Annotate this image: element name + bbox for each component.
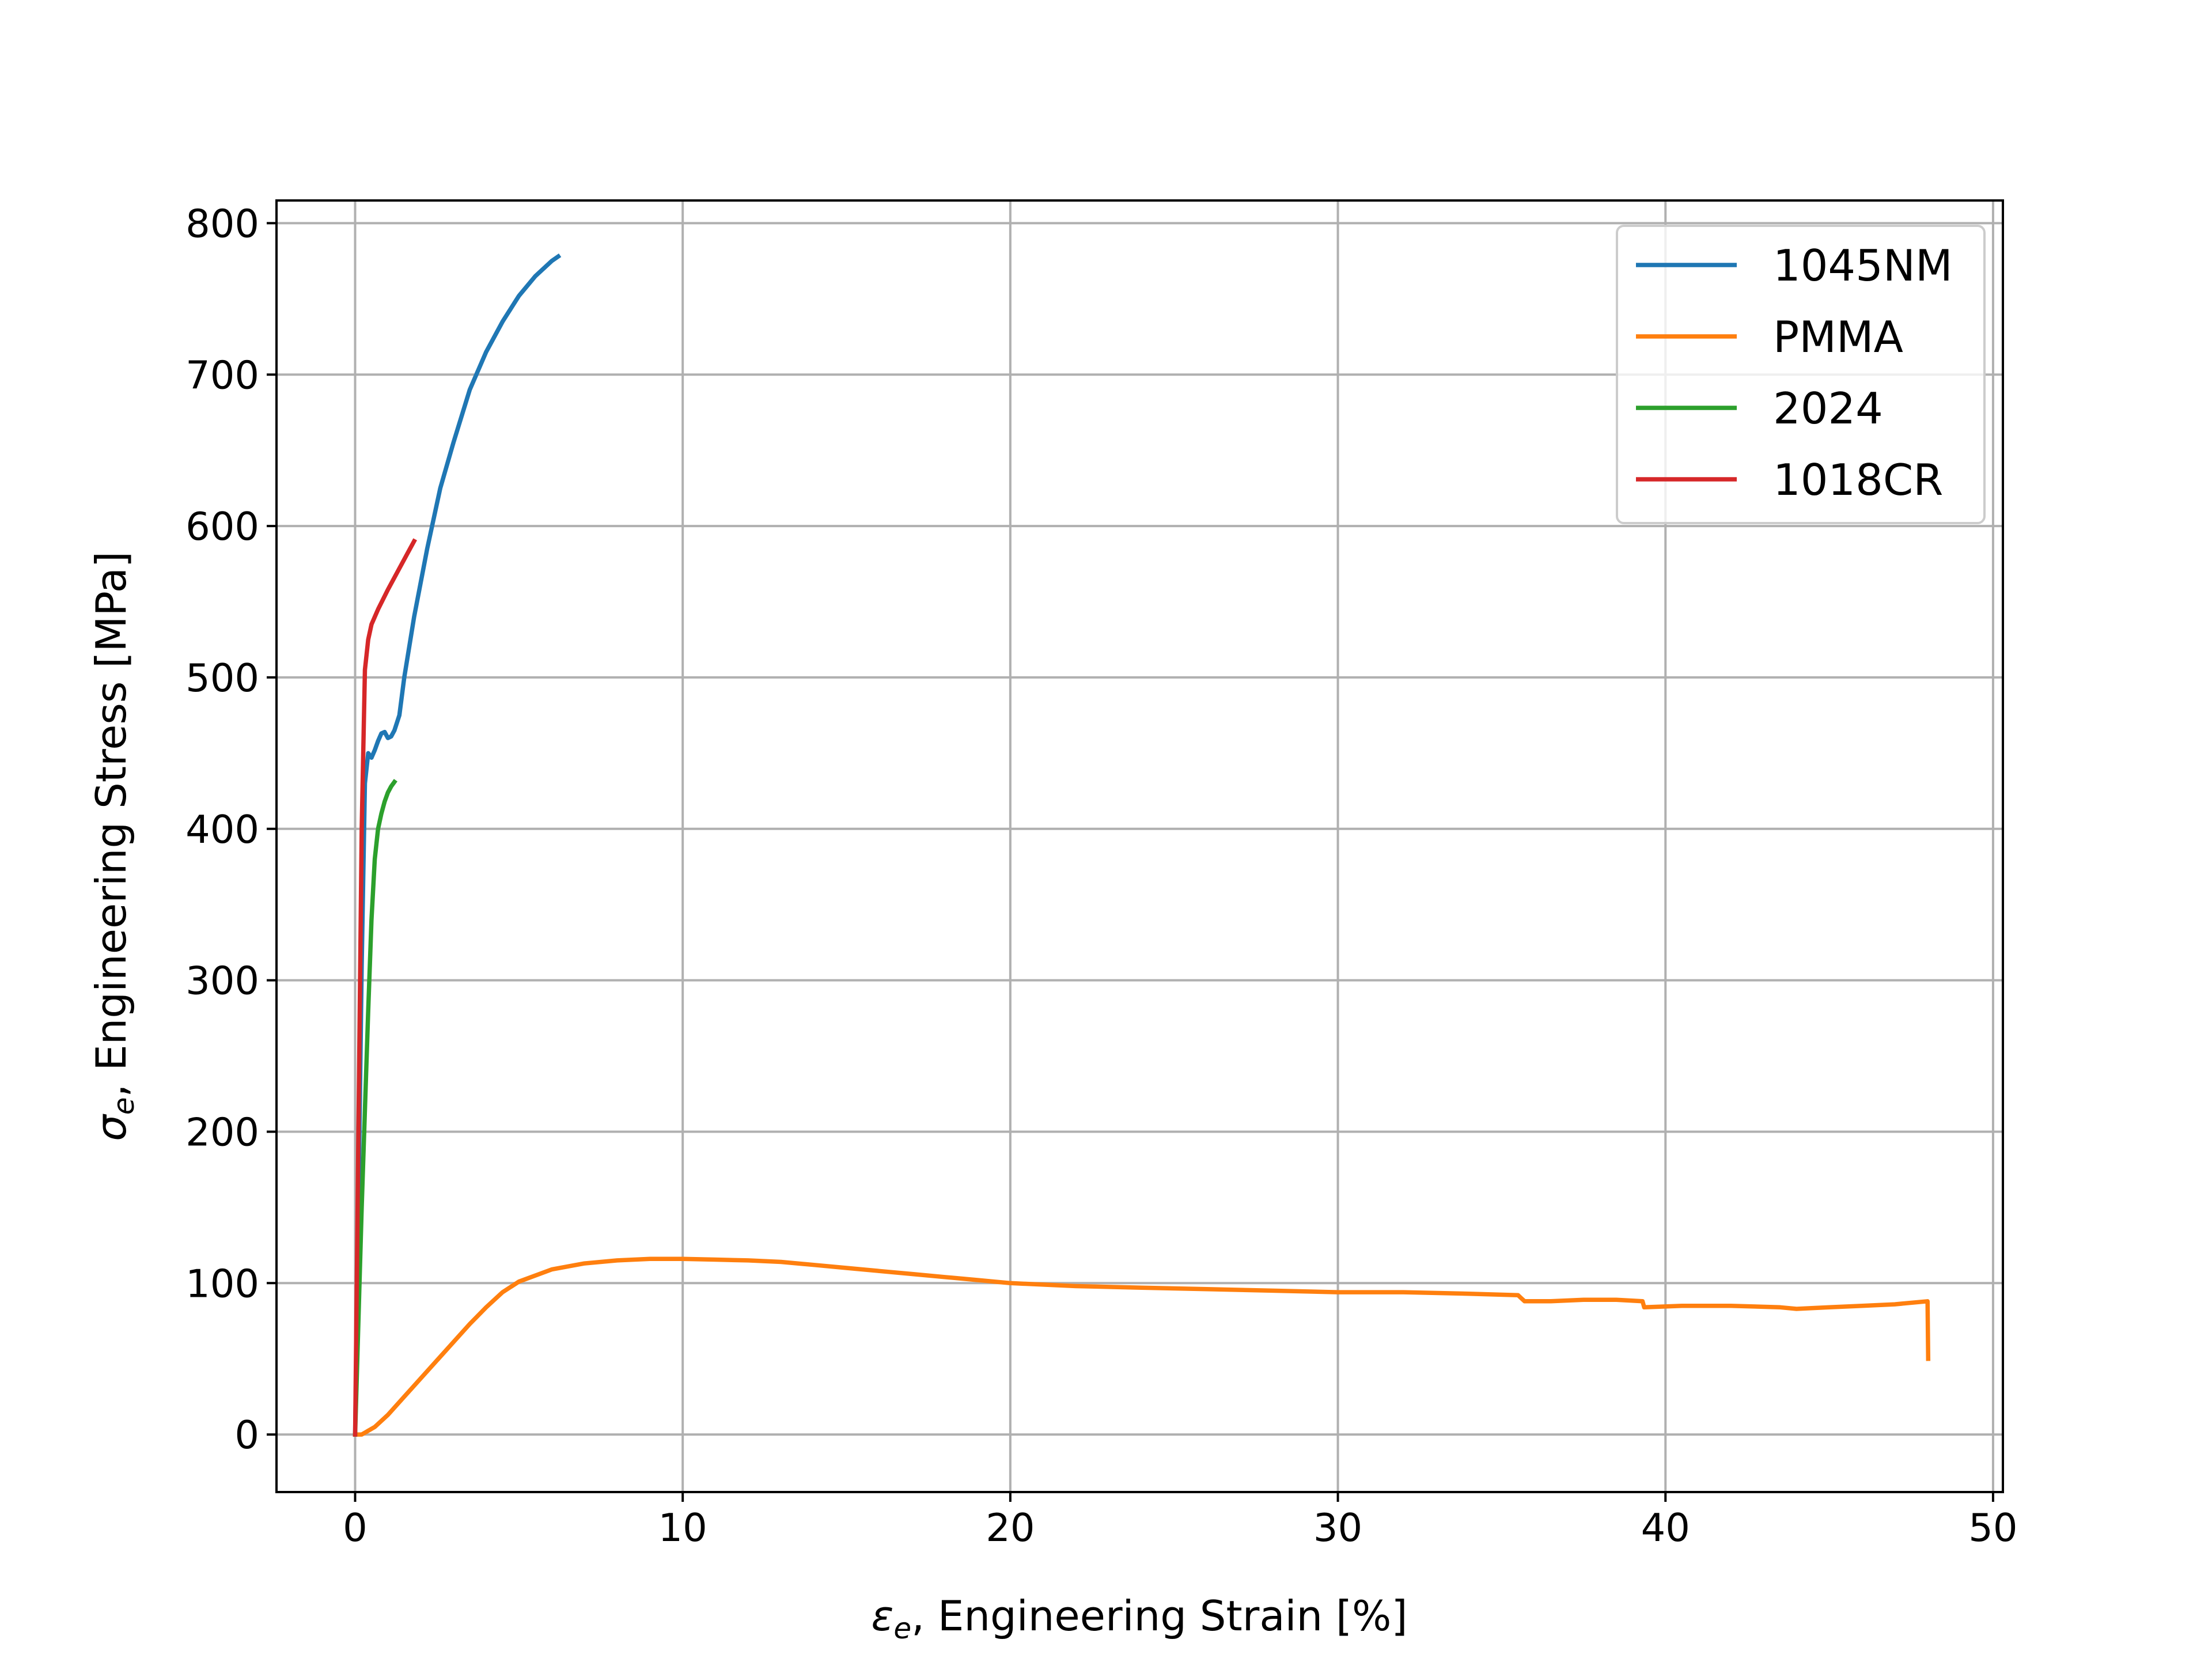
legend-label-1018cr: 1018CR: [1773, 455, 1943, 505]
y-tick-label: 100: [185, 1261, 259, 1306]
x-tick-label: 40: [1641, 1505, 1690, 1550]
x-tick-label: 30: [1313, 1505, 1362, 1550]
legend-label-1045nm: 1045NM: [1773, 240, 1953, 291]
y-tick-label: 500: [185, 656, 259, 701]
y-tick-label: 600: [185, 504, 259, 549]
y-tick-label: 300: [185, 959, 259, 1004]
x-axis-label-subscript: e: [893, 1612, 911, 1645]
legend-box: [1616, 225, 1986, 524]
y-axis-label-text: , Engineering Stress [MPa]: [87, 551, 135, 1097]
series-line-1045nm: [353, 253, 562, 1437]
y-tick-label: 0: [234, 1413, 259, 1457]
y-tick-label: 800: [185, 201, 259, 246]
x-tick-label: 50: [1968, 1505, 2017, 1550]
legend: 1045NM PMMA 2024 1018CR: [1616, 225, 1986, 524]
y-tick-label: 200: [185, 1110, 259, 1154]
plot-frame: [275, 199, 2004, 1493]
y-axis-ticks: 0 100 200 300 400 500 600 700 800: [185, 201, 276, 1457]
x-axis-label-text: , Engineering Strain [%]: [911, 1592, 1407, 1640]
series-line-pmma: [353, 1256, 1931, 1437]
y-axis-label-symbol: σ: [87, 1114, 135, 1141]
y-tick-label: 400: [185, 807, 259, 852]
series-line-1018cr: [353, 538, 417, 1437]
x-axis-label-symbol: ε: [871, 1592, 893, 1640]
x-tick-label: 0: [343, 1505, 368, 1550]
series-line-2024: [353, 779, 397, 1437]
y-gridlines: [276, 222, 2003, 1436]
legend-label-2024: 2024: [1773, 383, 1883, 434]
y-axis-label-subscript: e: [107, 1097, 141, 1115]
y-axis-label: σe, Engineering Stress [MPa]: [87, 551, 141, 1141]
x-tick-label: 10: [658, 1505, 707, 1550]
x-axis-ticks: 0 10 20 30 40 50: [343, 1492, 2018, 1550]
y-tick-label: 700: [185, 353, 259, 397]
x-axis-label: εe, Engineering Strain [%]: [871, 1592, 1407, 1645]
series-lines: [353, 253, 1931, 1437]
legend-label-pmma: PMMA: [1773, 312, 1903, 362]
x-tick-label: 20: [986, 1505, 1035, 1550]
